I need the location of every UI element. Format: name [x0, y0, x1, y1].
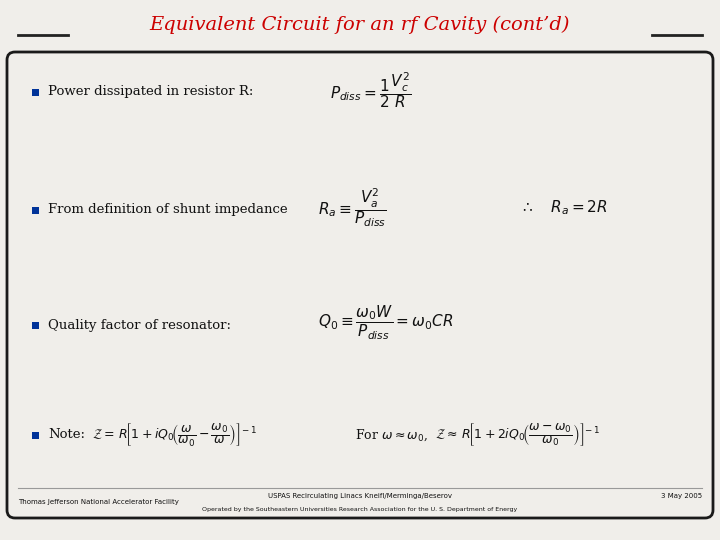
Text: Equivalent Circuit for an rf Cavity (cont’d): Equivalent Circuit for an rf Cavity (con… [150, 16, 570, 34]
Text: $\mathcal{Z}{=}\, R\!\left[1 + iQ_0\!\left(\dfrac{\omega}{\omega_0} - \dfrac{\om: $\mathcal{Z}{=}\, R\!\left[1 + iQ_0\!\le… [92, 421, 257, 448]
Text: $Q_0 \equiv \dfrac{\omega_0 W}{P_{diss}} = \omega_0 CR$: $Q_0 \equiv \dfrac{\omega_0 W}{P_{diss}}… [318, 304, 454, 342]
Text: Power dissipated in resistor R:: Power dissipated in resistor R: [48, 85, 253, 98]
Text: $R_a \equiv \dfrac{V_a^2}{P_{diss}}$: $R_a \equiv \dfrac{V_a^2}{P_{diss}}$ [318, 187, 387, 230]
Text: $\therefore\quad R_a = 2R$: $\therefore\quad R_a = 2R$ [520, 199, 608, 217]
Text: Operated by the Southeastern Universities Research Association for the U. S. Dep: Operated by the Southeastern Universitie… [202, 508, 518, 512]
Text: Quality factor of resonator:: Quality factor of resonator: [48, 319, 231, 332]
Bar [32, 89, 38, 96]
Bar [32, 431, 38, 438]
Text: 3 May 2005: 3 May 2005 [661, 493, 702, 499]
Text: $\mathcal{Z}{\approx}\, R\!\left[1 + 2iQ_0\!\left(\dfrac{\omega - \omega_0}{\ome: $\mathcal{Z}{\approx}\, R\!\left[1 + 2iQ… [435, 421, 600, 448]
Bar [32, 321, 38, 328]
Text: Note:: Note: [48, 429, 85, 442]
Text: Thomas Jefferson National Accelerator Facility: Thomas Jefferson National Accelerator Fa… [18, 499, 179, 505]
Bar [32, 206, 38, 213]
Text: From definition of shunt impedance: From definition of shunt impedance [48, 204, 287, 217]
Text: For $\omega \approx \omega_0$,: For $\omega \approx \omega_0$, [355, 427, 428, 443]
FancyBboxPatch shape [7, 52, 713, 518]
Text: $P_{diss} = \dfrac{1}{2}\dfrac{V_c^2}{R}$: $P_{diss} = \dfrac{1}{2}\dfrac{V_c^2}{R}… [330, 70, 412, 110]
Text: USPAS Recirculating Linacs Kneifl/Merminga/Beserov: USPAS Recirculating Linacs Kneifl/Mermin… [268, 493, 452, 499]
